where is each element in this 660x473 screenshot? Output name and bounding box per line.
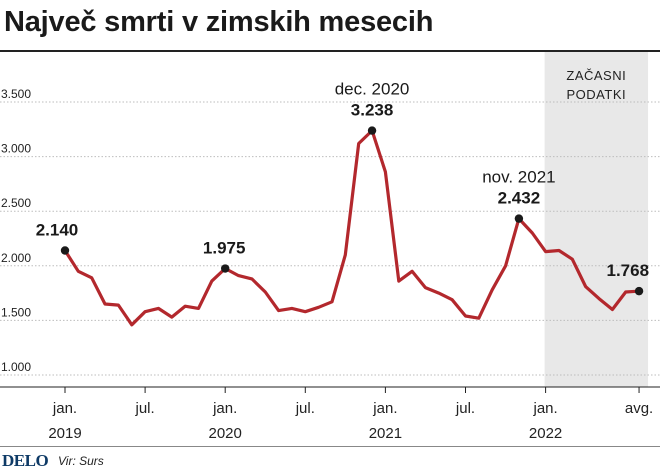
- x-tick-year-label: 2019: [48, 425, 81, 442]
- data-value-label: 2.432: [498, 189, 541, 208]
- x-tick-label: jul.: [295, 400, 315, 417]
- x-tick-label: jul.: [135, 400, 155, 417]
- x-tick-label: jan.: [212, 400, 237, 417]
- x-tick-year-label: 2022: [529, 425, 562, 442]
- y-tick-label: 2.000: [1, 251, 31, 265]
- data-value-label: 1.768: [607, 261, 650, 280]
- data-value-label: 1.975: [203, 239, 246, 258]
- x-tick-label: jan.: [533, 400, 558, 417]
- x-tick-label: jul.: [455, 400, 475, 417]
- x-tick-year-label: 2020: [209, 425, 242, 442]
- source-note: Vir: Surs: [58, 454, 104, 468]
- title-divider: [0, 50, 660, 52]
- x-tick-label: jan.: [52, 400, 77, 417]
- y-tick-label: 3.000: [1, 142, 31, 156]
- y-tick-label: 3.500: [1, 87, 31, 101]
- provisional-label-line2: PODATKI: [567, 87, 627, 102]
- footer: DELO Vir: Surs: [0, 446, 660, 473]
- data-point-marker: [60, 246, 70, 255]
- x-tick-year-label: 2021: [369, 425, 402, 442]
- provisional-label-line1: ZAČASNI: [566, 68, 626, 83]
- y-tick-label: 1.500: [1, 305, 31, 319]
- chart-title: Največ smrti v zimskih mesecih: [4, 6, 434, 38]
- data-value-label: 2.140: [36, 221, 79, 240]
- x-tick-label: jan.: [372, 400, 397, 417]
- x-tick-label: avg.: [625, 400, 653, 417]
- series-line: [63, 129, 641, 327]
- data-point-marker: [221, 264, 230, 273]
- data-point-marker: [514, 214, 524, 223]
- data-point-marker: [634, 286, 644, 296]
- data-point-label: nov. 2021: [482, 168, 555, 187]
- delo-logo: DELO: [2, 451, 49, 470]
- data-point-marker: [367, 126, 377, 135]
- y-tick-label: 2.500: [1, 196, 31, 210]
- data-point-label: dec. 2020: [335, 80, 410, 99]
- data-value-label: 3.238: [351, 101, 394, 120]
- provisional-band: [544, 52, 649, 387]
- line-chart: ZAČASNI PODATKI 1.000 1.500 2.000 2.500 3.000 3…: [0, 52, 660, 442]
- y-tick-label: 1.000: [1, 360, 31, 374]
